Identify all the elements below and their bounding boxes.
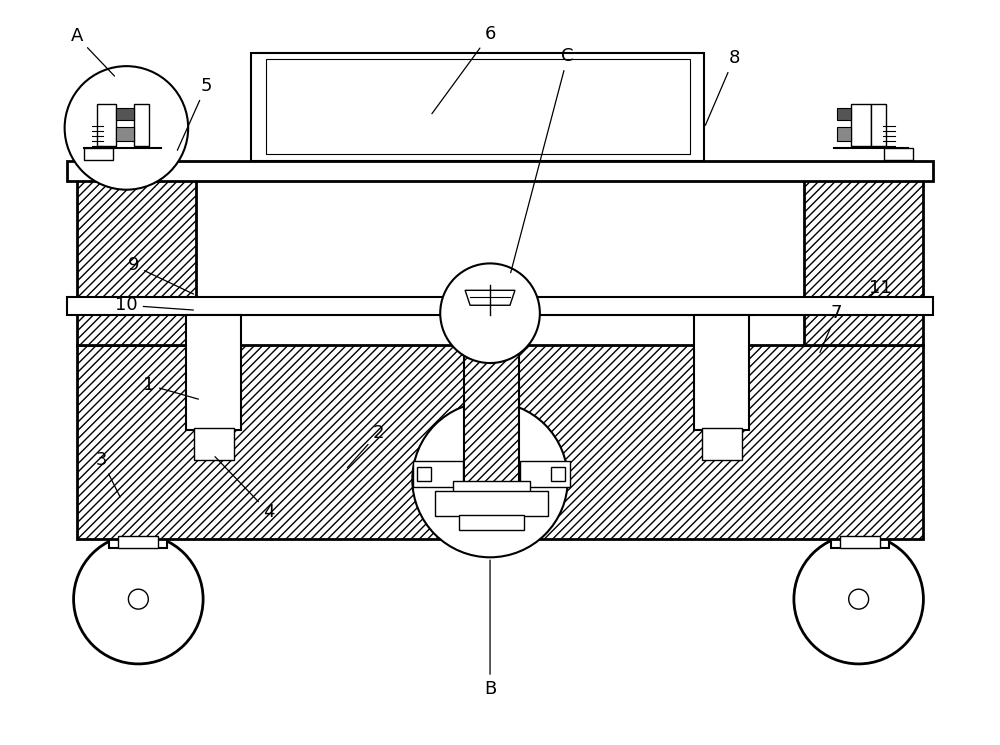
Bar [851, 104, 871, 146]
Circle shape [849, 589, 869, 609]
Bar [551, 466, 565, 481]
Text: 2: 2 [347, 424, 384, 468]
Bar [186, 315, 241, 430]
Circle shape [65, 66, 188, 190]
Text: 1: 1 [143, 376, 198, 399]
Bar [118, 536, 158, 548]
Bar [77, 345, 923, 539]
Bar [464, 314, 519, 492]
Bar [453, 481, 530, 492]
Bar [804, 176, 923, 345]
Bar [884, 148, 913, 159]
Polygon shape [465, 291, 515, 305]
Bar [116, 127, 134, 141]
Text: 10: 10 [115, 297, 193, 314]
Bar [97, 104, 116, 146]
Text: 6: 6 [432, 25, 496, 114]
Bar [417, 466, 431, 481]
Bar [77, 176, 196, 345]
Bar [831, 536, 889, 548]
Text: 9: 9 [128, 256, 194, 294]
Bar [84, 148, 113, 159]
Bar [266, 59, 690, 153]
Bar [837, 108, 851, 120]
Text: 11: 11 [869, 279, 892, 297]
Bar [67, 161, 933, 181]
Bar [435, 490, 548, 516]
Bar [837, 127, 851, 141]
Bar [134, 104, 149, 146]
Circle shape [74, 534, 203, 664]
Text: C: C [511, 47, 574, 273]
Bar [459, 516, 524, 530]
Bar [694, 315, 749, 430]
Bar [520, 460, 570, 486]
Text: 3: 3 [96, 451, 120, 497]
Text: 5: 5 [177, 77, 212, 150]
Text: 4: 4 [215, 457, 275, 522]
Bar [194, 428, 234, 460]
Text: B: B [484, 560, 496, 698]
Bar [840, 536, 880, 548]
Circle shape [128, 589, 148, 609]
Text: A: A [70, 28, 115, 76]
Bar [251, 53, 704, 161]
Bar [413, 460, 463, 486]
Circle shape [412, 402, 568, 557]
Bar [109, 536, 167, 548]
Bar [702, 428, 742, 460]
Circle shape [440, 264, 540, 363]
Text: 8: 8 [705, 49, 740, 125]
Bar [67, 297, 933, 315]
Text: 7: 7 [820, 304, 842, 352]
Circle shape [794, 534, 923, 664]
Bar [116, 108, 134, 120]
Bar [871, 104, 886, 146]
